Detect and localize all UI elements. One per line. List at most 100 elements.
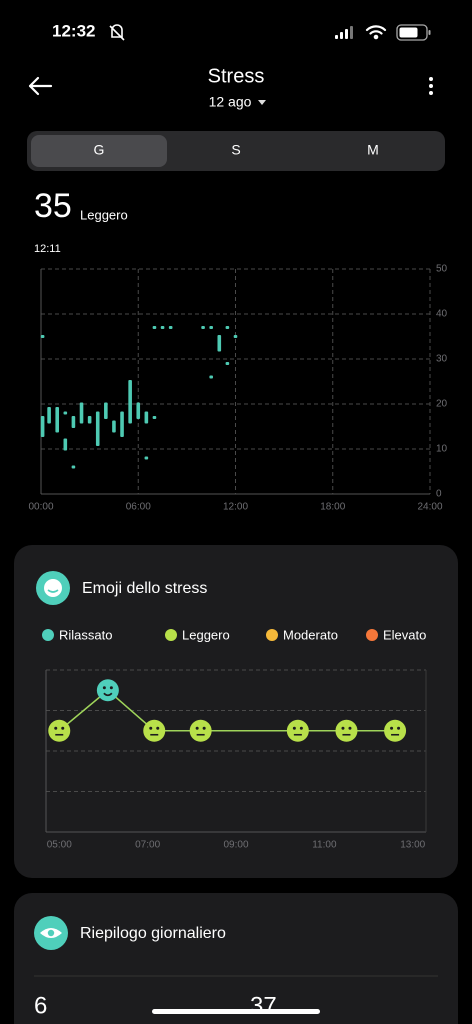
legend-swatch — [42, 629, 54, 641]
back-button[interactable] — [28, 76, 53, 96]
date-selector[interactable]: 12 ago — [209, 94, 252, 110]
card-title: Riepilogo giornaliero — [80, 925, 226, 942]
legend-swatch — [266, 629, 278, 641]
emoji-point — [384, 719, 407, 742]
x-tick-label: 11:00 — [312, 840, 337, 851]
page-title: Stress — [208, 65, 265, 87]
home-indicator — [152, 1009, 320, 1014]
summary-card — [14, 893, 458, 1024]
current-time: 12:11 — [34, 243, 61, 255]
x-tick-label: 06:00 — [126, 502, 151, 513]
emoji-eye — [54, 726, 58, 730]
range-bar — [209, 375, 213, 379]
range-bar — [112, 420, 116, 433]
legend-label: Elevato — [383, 627, 426, 642]
emoji-point — [48, 719, 71, 742]
mute-icon — [109, 24, 125, 41]
card-title: Emoji dello stress — [82, 580, 207, 597]
emoji-eye — [149, 726, 153, 730]
emoji-card — [14, 545, 458, 878]
tab[interactable]: G — [94, 142, 105, 158]
summary-value: 37 — [250, 992, 277, 1019]
x-tick-label: 24:00 — [417, 502, 442, 513]
range-bar — [160, 326, 165, 329]
range-bar — [217, 335, 222, 352]
range-bar — [79, 402, 84, 424]
range-bar — [63, 411, 68, 415]
legend-label: Leggero — [182, 627, 230, 642]
range-bar — [104, 402, 108, 419]
tab[interactable]: S — [231, 142, 240, 158]
range-bar — [128, 380, 132, 424]
x-tick-label: 12:00 — [223, 502, 248, 513]
wifi-icon — [365, 25, 387, 40]
legend-label: Moderato — [283, 627, 338, 642]
emoji-eye — [109, 686, 113, 690]
range-bar — [144, 456, 149, 460]
range-bar — [87, 416, 92, 424]
emoji-point — [189, 719, 212, 742]
range-bar — [152, 326, 157, 329]
tab[interactable]: M — [367, 142, 379, 158]
y-tick-label: 50 — [436, 264, 448, 275]
x-tick-label: 09:00 — [223, 840, 248, 851]
emoji-eye — [397, 726, 401, 730]
legend-label: Rilassato — [59, 627, 112, 642]
emoji-point — [286, 719, 309, 742]
current-value: 35 — [34, 187, 72, 225]
summary-card-icon — [34, 916, 68, 950]
signal-icon — [335, 26, 353, 39]
range-bar — [63, 438, 68, 451]
emoji-chart: Rilassato Leggero Moderato Elevato 05:00 07:0… — [42, 627, 427, 851]
emoji-eye — [341, 726, 345, 730]
range-bar — [55, 407, 60, 433]
range-bar — [120, 411, 124, 437]
range-bar — [40, 416, 45, 437]
stress-chart: 0 10 20 30 40 50 00:00 06:00 12:00 18:00 24:00 — [28, 264, 447, 513]
y-tick-label: 40 — [436, 309, 448, 320]
range-bar — [201, 326, 205, 329]
y-tick-label: 30 — [436, 354, 448, 365]
date-dropdown-arrow[interactable] — [258, 100, 266, 105]
range-bar — [209, 326, 213, 329]
range-bar — [144, 411, 149, 424]
y-tick-label: 20 — [436, 399, 448, 410]
range-bar — [168, 326, 173, 329]
status-time: 12:32 — [52, 21, 95, 40]
emoji-point — [96, 679, 119, 702]
range-bar — [225, 326, 230, 329]
emoji-eye — [292, 726, 296, 730]
emoji-eye — [195, 726, 199, 730]
emoji-eye — [102, 686, 106, 690]
range-bar — [40, 335, 45, 338]
range-bar — [71, 465, 76, 469]
x-tick-label: 18:00 — [320, 502, 345, 513]
x-tick-label: 07:00 — [135, 840, 160, 851]
emoji-eye — [390, 726, 394, 730]
emoji-eye — [61, 726, 65, 730]
x-tick-label: 13:00 — [400, 840, 425, 851]
emoji-mouth — [103, 692, 113, 697]
emoji-point — [335, 719, 358, 742]
emoji-eye — [299, 726, 303, 730]
emoji-point — [143, 719, 166, 742]
summary-value: 6 — [34, 992, 47, 1019]
x-tick-label: 05:00 — [47, 840, 72, 851]
menu-button[interactable] — [429, 77, 433, 95]
range-bar — [152, 416, 157, 419]
range-bar — [136, 402, 141, 419]
battery-icon — [396, 24, 431, 41]
emoji-card-icon — [36, 571, 70, 605]
tab-selected — [31, 135, 167, 167]
current-level: Leggero — [80, 207, 128, 222]
y-tick-label: 0 — [436, 489, 442, 500]
range-bar — [225, 362, 230, 365]
range-bar — [233, 335, 238, 338]
y-tick-label: 10 — [436, 444, 448, 455]
emoji-eye — [202, 726, 206, 730]
range-bar — [95, 411, 100, 446]
legend-swatch — [366, 629, 378, 641]
x-tick-label: 00:00 — [28, 502, 53, 513]
range-bar — [47, 407, 51, 424]
